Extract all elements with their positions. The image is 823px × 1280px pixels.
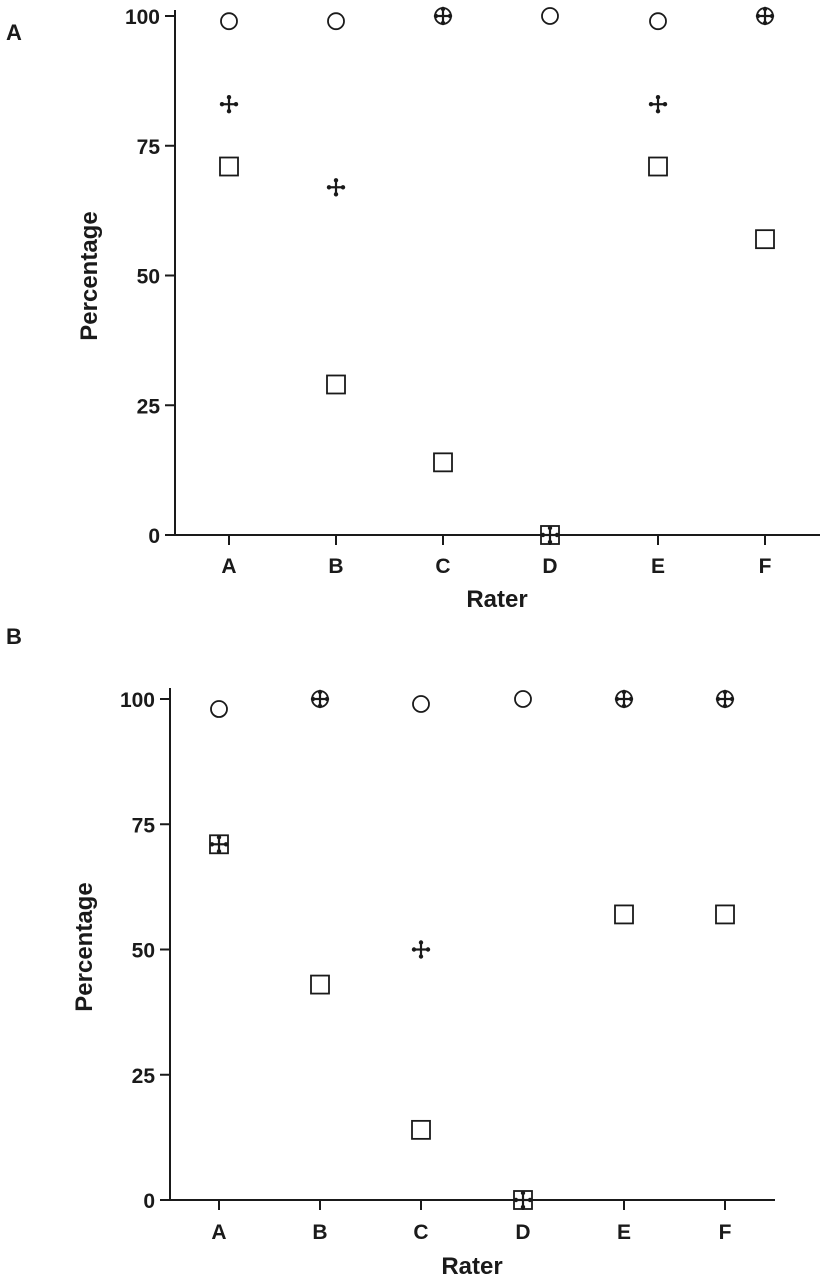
data-point-square	[614, 904, 634, 925]
data-point-square	[411, 1119, 431, 1140]
data-point-circle	[210, 700, 228, 718]
panel-a-chart: A 0 25 50 75 100 A B C D E F Rater Percentage	[6, 6, 820, 613]
data-point-cross	[433, 6, 453, 26]
data-point-square	[433, 452, 453, 473]
data-point-square	[715, 904, 735, 925]
data-point-cross	[715, 689, 735, 709]
y-tick-label: 25	[137, 395, 161, 418]
data-point-square	[540, 525, 560, 545]
data-point-square	[648, 156, 668, 177]
x-tick-label: D	[542, 555, 557, 578]
data-point-circle	[514, 690, 532, 708]
panel-label: B	[6, 624, 22, 649]
x-tick-label: C	[413, 1221, 428, 1244]
y-tick-label: 25	[132, 1065, 156, 1088]
y-tick-label: 100	[125, 6, 160, 29]
data-point-square	[219, 156, 239, 177]
data-points	[219, 6, 775, 545]
data-point-cross	[209, 835, 229, 854]
x-tick-label: A	[221, 555, 236, 578]
x-tick-label: E	[651, 555, 665, 578]
data-points	[209, 689, 735, 1210]
x-tick-label: B	[328, 555, 343, 578]
data-point-circle	[649, 12, 667, 31]
data-point-square	[310, 974, 330, 995]
data-point-cross	[219, 95, 239, 114]
y-tick-label: 75	[132, 814, 156, 837]
y-tick-label: 0	[143, 1190, 155, 1213]
data-point-cross	[648, 95, 668, 114]
data-point-cross	[513, 1190, 533, 1210]
data-point-circle	[541, 7, 559, 25]
x-tick-label: A	[211, 1221, 226, 1244]
y-tick-label: 0	[148, 525, 160, 548]
y-tick-label: 50	[137, 266, 160, 289]
y-axis-title: Percentage	[76, 211, 103, 340]
x-tick-label: F	[719, 1221, 732, 1244]
data-point-cross	[310, 689, 330, 709]
data-point-cross	[614, 689, 634, 709]
axis-ticks: 0 25 50 75 100 A B C D E F	[125, 6, 772, 578]
data-point-square	[513, 1190, 533, 1210]
x-tick-label: E	[617, 1221, 631, 1244]
data-point-cross	[411, 940, 431, 959]
x-axis-title: Rater	[466, 586, 527, 613]
axis-ticks: 0 25 50 75 100 A B C D E F	[120, 689, 732, 1244]
data-point-circle	[327, 12, 345, 31]
data-point-cross	[540, 525, 560, 545]
x-tick-label: D	[515, 1221, 530, 1244]
data-point-cross	[326, 178, 346, 197]
data-point-square	[209, 834, 229, 855]
data-point-cross	[755, 6, 775, 26]
y-tick-label: 50	[132, 940, 155, 963]
x-tick-label: B	[312, 1221, 327, 1244]
panel-b-chart: B 0 25 50 75 100 A B C D E F Rater Percentage	[6, 624, 775, 1280]
data-point-circle	[220, 12, 238, 31]
x-tick-label: C	[435, 555, 450, 578]
y-tick-label: 100	[120, 689, 155, 712]
y-tick-label: 75	[137, 136, 161, 159]
data-point-square	[755, 229, 775, 250]
x-axis-title: Rater	[441, 1253, 502, 1280]
y-axis-title: Percentage	[71, 882, 98, 1011]
data-point-circle	[412, 695, 430, 713]
x-tick-label: F	[759, 555, 772, 578]
panel-label: A	[6, 20, 22, 45]
data-point-square	[326, 374, 346, 395]
